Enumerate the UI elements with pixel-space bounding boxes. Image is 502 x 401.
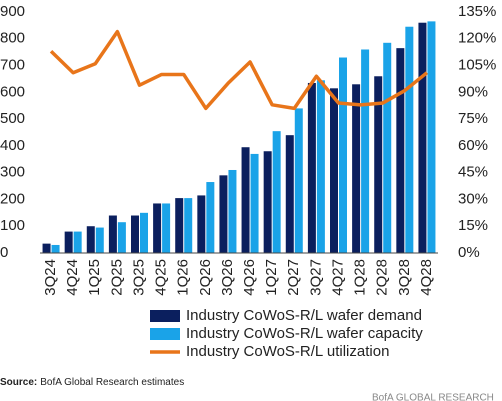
bar (108, 215, 117, 253)
bar (396, 48, 405, 254)
x-tick-label: 3Q28 (396, 259, 413, 296)
bar (219, 175, 228, 253)
bar (140, 212, 148, 253)
source-label: Source: (0, 377, 37, 388)
x-tick-label: 2Q26 (197, 259, 214, 296)
x-tick-label: 3Q26 (219, 259, 236, 296)
bar (117, 222, 126, 253)
y-tick-label: 600 (0, 83, 25, 100)
y2-tick-label: 75% (458, 110, 488, 127)
bar (316, 80, 325, 254)
bar (175, 198, 184, 253)
bar (307, 82, 316, 253)
y2-tick-label: 90% (458, 83, 488, 100)
bar (285, 135, 294, 253)
x-tick-label: 1Q28 (352, 259, 369, 296)
y2-tick-label: 15% (458, 217, 488, 234)
y-tick-label: 100 (0, 217, 25, 234)
y2-tick-label: 60% (458, 137, 488, 154)
bar (405, 26, 414, 253)
legend-label: Industry CoWoS-R/L utilization (186, 343, 389, 360)
bar (418, 22, 427, 254)
bar (383, 42, 392, 253)
x-tick-label: 4Q25 (153, 259, 170, 296)
x-tick-label: 4Q28 (418, 259, 435, 296)
bar (339, 57, 347, 254)
x-tick-label: 3Q27 (307, 259, 324, 296)
bar (294, 108, 303, 254)
bar (352, 84, 361, 253)
source: Source: BofA Global Research estimates (0, 377, 184, 388)
y-tick-label: 700 (0, 57, 25, 74)
x-tick-label: 1Q26 (175, 259, 192, 296)
x-tick-label: 2Q27 (285, 259, 302, 296)
bar (184, 198, 193, 253)
bar (197, 195, 206, 253)
x-tick-label: 4Q24 (64, 259, 81, 296)
y-tick-label: 400 (0, 137, 25, 154)
bar (241, 147, 250, 253)
bar (51, 244, 60, 253)
bar (361, 49, 370, 253)
bar (330, 88, 338, 253)
bar (427, 21, 436, 253)
bar (250, 153, 259, 253)
bar (131, 215, 139, 253)
x-tick-label: 2Q28 (374, 259, 391, 296)
line (49, 29, 429, 111)
bar (206, 182, 215, 253)
y-tick-label: 200 (0, 190, 25, 207)
x-tick-label: 3Q25 (130, 259, 147, 296)
brand: BofA GLOBAL RESEARCH (372, 393, 494, 401)
y-tick-label: 300 (0, 164, 25, 181)
source-text: BofA Global Research estimates (40, 377, 184, 388)
bar (64, 231, 73, 253)
bar (73, 231, 82, 253)
bar (228, 169, 237, 253)
bar (162, 203, 171, 253)
bar (272, 131, 281, 253)
x-tick-label: 3Q24 (42, 259, 59, 296)
y2-tick-label: 0% (458, 244, 480, 261)
x-tick-label: 1Q25 (86, 259, 103, 296)
legend-label: Industry CoWoS-R/L wafer capacity (186, 325, 423, 342)
x-tick-label: 2Q25 (108, 259, 125, 296)
bar (95, 227, 104, 253)
legend-swatch (150, 328, 180, 340)
legend-swatch (150, 310, 180, 322)
y2-tick-label: 30% (458, 190, 488, 207)
bar (374, 76, 383, 254)
bar (42, 243, 51, 253)
y-tick-label: 900 (0, 3, 25, 20)
legend-label: Industry CoWoS-R/L wafer demand (186, 307, 422, 324)
y2-tick-label: 120% (458, 30, 496, 47)
y2-tick-label: 135% (458, 3, 496, 20)
x-tick-label: 1Q27 (263, 259, 280, 296)
y2-tick-label: 45% (458, 164, 488, 181)
bar (263, 151, 272, 253)
x-tick-label: 4Q27 (329, 259, 346, 296)
bar (153, 203, 162, 253)
y-tick-label: 500 (0, 110, 25, 127)
y-tick-label: 0 (0, 244, 8, 261)
y-tick-label: 800 (0, 30, 25, 47)
y2-tick-label: 105% (458, 57, 496, 74)
bar (86, 226, 95, 253)
x-tick-label: 4Q26 (241, 259, 258, 296)
